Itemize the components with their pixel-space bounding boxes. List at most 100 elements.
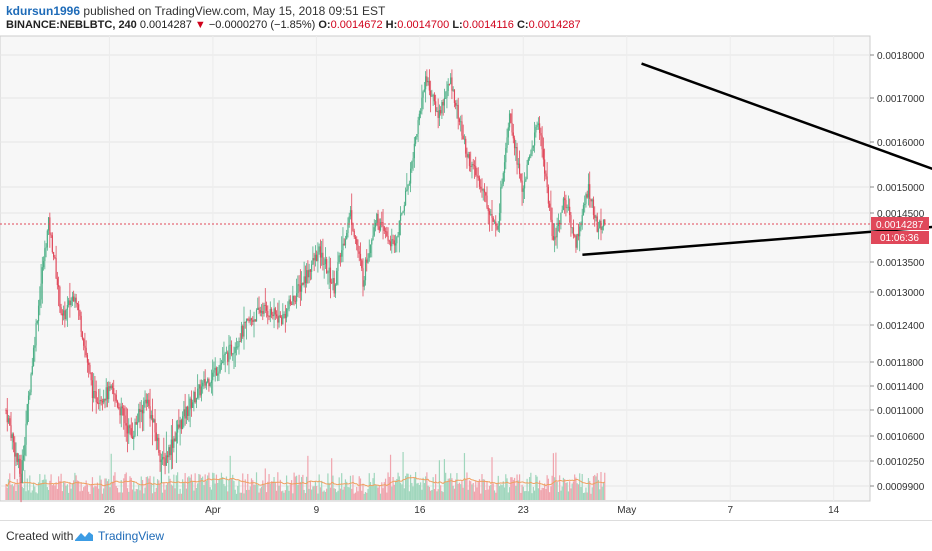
volume-bar [544,483,545,500]
candle-body [528,159,529,165]
candle-body [549,204,550,208]
volume-bar [496,483,497,500]
candle-body [531,148,532,154]
volume-bar [593,476,594,500]
candle-body [386,231,387,236]
volume-bar [216,475,217,500]
candle-body [29,392,30,395]
candle-body [137,422,138,425]
volume-bar [283,493,284,500]
candle-body [40,284,41,300]
volume-bar [84,486,85,500]
candle-body [357,245,358,251]
candle-body [215,368,216,370]
volume-bar [501,485,502,500]
volume-bar [397,473,398,500]
candle-body [124,416,125,424]
plot-area[interactable] [0,36,870,501]
candle-body [201,386,202,395]
candle-body [185,409,186,418]
volume-bar [251,478,252,500]
candle-body [50,235,51,236]
volume-bar [549,492,550,500]
candle-body [27,404,28,424]
price-tick-label: 0.0011800 [877,358,924,369]
volume-bar [78,481,79,500]
candle-body [49,217,50,234]
candle-body [81,316,82,332]
volume-bar [580,487,581,500]
candle-body [426,76,427,82]
candle-body [446,91,447,98]
volume-bar [114,472,115,500]
volume-bar [469,480,470,500]
volume-bar [40,483,41,500]
candle-body [430,91,431,97]
volume-bar [470,481,471,500]
candle-body [142,410,143,413]
volume-bar [256,472,257,500]
candle-body [491,214,492,218]
candle-body [325,259,326,264]
volume-bar [102,494,103,500]
candle-body [547,176,548,187]
volume-bar [91,484,92,500]
time-axis[interactable]: 26Apr91623May71421Jun [104,505,932,516]
candle-body [332,278,333,283]
candle-body [475,166,476,175]
footer: Created with TradingView [0,520,932,551]
candlestick-chart[interactable]: 0.00180000.00170000.00160000.00150000.00… [0,0,932,520]
volume-bar [50,474,51,500]
candle-body [56,258,57,278]
candle-body [560,213,561,225]
candle-body [513,132,514,138]
candle-body [419,114,420,120]
volume-bar [548,479,549,500]
price-axis[interactable]: 0.00180000.00170000.00160000.00150000.00… [870,51,929,493]
candle-body [542,136,543,150]
candle-body [438,111,439,118]
candle-body [589,184,590,199]
volume-bar [97,483,98,500]
candle-body [228,345,229,361]
candle-body [321,253,322,258]
volume-bar [481,474,482,500]
volume-bar [45,480,46,500]
volume-bar [603,482,604,500]
volume-bar [597,473,598,500]
candle-body [350,210,351,216]
price-tick-label: 0.0013000 [877,288,925,299]
candle-body [306,270,307,283]
candle-body [173,439,174,448]
volume-bar [302,475,303,500]
tradingview-brand[interactable]: TradingView [98,529,164,543]
volume-bar [119,492,120,500]
candle-body [213,370,214,373]
volume-bar [208,473,209,500]
candle-body [481,189,482,191]
candle-body [523,188,524,191]
time-tick-label: 26 [104,505,116,516]
candle-body [250,318,251,321]
candle-body [236,347,237,348]
volume-bar [426,472,427,500]
candle-body [33,348,34,366]
volume-bar [304,490,305,500]
volume-bar [195,473,196,500]
candle-body [231,345,232,355]
candle-body [238,341,239,346]
volume-bar [570,488,571,500]
candle-body [351,210,352,225]
candle-body [455,103,456,106]
volume-bar [314,486,315,500]
candle-body [138,409,139,422]
volume-bar [148,479,149,500]
volume-bar [359,476,360,500]
candle-body [454,90,455,103]
volume-bar [278,486,279,500]
candle-body [554,236,555,239]
candle-body [451,77,452,90]
candle-body [450,77,451,84]
candle-body [148,400,149,406]
candle-body [45,247,46,248]
